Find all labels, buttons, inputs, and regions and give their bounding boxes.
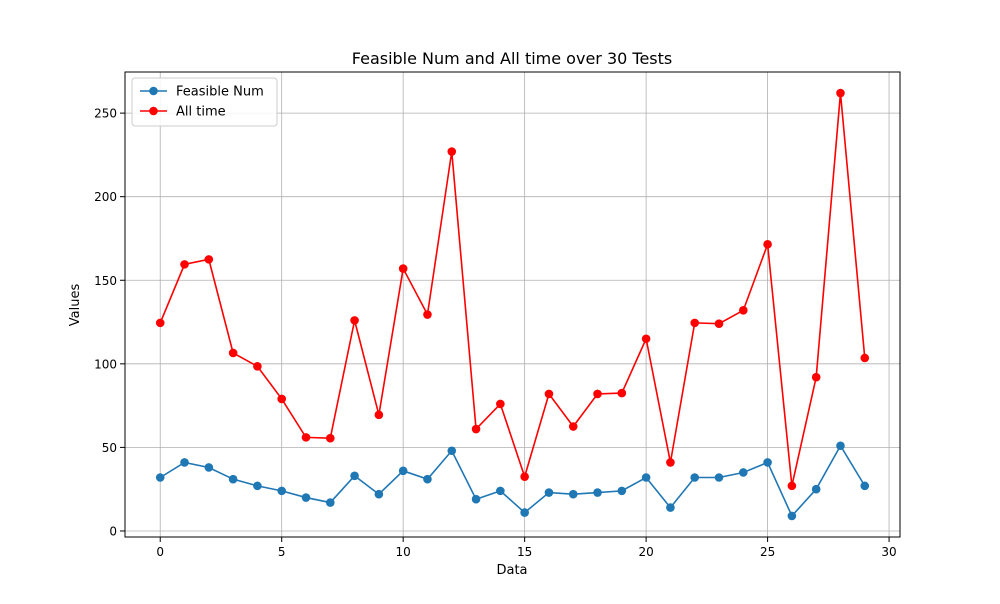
data-point — [568, 489, 578, 499]
data-point — [496, 399, 505, 409]
data-point — [423, 474, 432, 484]
data-point — [714, 473, 724, 482]
data-point — [423, 310, 432, 319]
series-group — [155, 88, 870, 521]
data-point — [204, 255, 214, 264]
legend-label: All time — [176, 105, 226, 120]
data-point — [690, 473, 700, 482]
data-point — [325, 433, 335, 443]
data-point — [787, 511, 797, 521]
legend: Feasible Num All time — [131, 77, 278, 127]
data-point — [617, 486, 627, 496]
x-tick-label: 10 — [396, 545, 411, 559]
data-point — [350, 471, 359, 481]
x-tick-label: 20 — [638, 545, 653, 559]
data-point — [301, 493, 311, 502]
data-point — [520, 472, 529, 481]
legend-label: Feasible Num — [176, 85, 264, 100]
data-point — [738, 306, 748, 315]
data-point — [447, 147, 457, 156]
data-point — [253, 481, 262, 491]
data-point — [447, 446, 457, 456]
data-point — [155, 473, 165, 482]
data-point — [811, 484, 821, 494]
y-tick-label: 250 — [94, 107, 117, 121]
data-point — [763, 458, 772, 467]
data-point — [666, 458, 675, 467]
x-tick-label: 5 — [278, 545, 286, 559]
data-point — [787, 481, 797, 491]
data-point — [641, 473, 651, 482]
data-point — [836, 88, 845, 98]
data-point — [738, 468, 748, 477]
data-point — [690, 318, 700, 328]
plot-frame — [124, 71, 901, 538]
y-axis-label: Values — [68, 284, 83, 327]
data-point — [374, 410, 384, 420]
legend-item: Feasible Num — [140, 85, 264, 100]
y-tick-label: 0 — [109, 524, 117, 538]
data-point — [374, 489, 384, 499]
data-point — [811, 372, 821, 382]
data-point — [228, 474, 238, 484]
axes: 0 5 10 15 20 25 30 0 50 100 150 200 250 — [94, 71, 901, 559]
data-point — [544, 488, 554, 497]
series-line — [159, 92, 866, 487]
data-point — [666, 503, 675, 512]
y-tick-label: 150 — [94, 274, 117, 288]
data-point — [617, 388, 627, 398]
data-point — [763, 240, 772, 249]
legend-swatch-marker — [149, 106, 158, 116]
data-point — [568, 422, 578, 431]
series-0 — [155, 441, 870, 521]
data-point — [301, 433, 311, 442]
chart-title: Feasible Num and All time over 30 Tests — [352, 49, 672, 68]
data-point — [714, 319, 724, 329]
data-point — [325, 498, 335, 507]
data-point — [398, 466, 408, 476]
x-tick-label: 30 — [881, 545, 896, 559]
data-point — [180, 458, 189, 467]
data-point — [593, 488, 602, 497]
data-point — [350, 316, 359, 325]
x-tick-label: 25 — [760, 545, 775, 559]
x-tick-label: 0 — [156, 545, 164, 559]
legend-box — [131, 77, 278, 127]
y-tick-label: 200 — [94, 190, 117, 204]
data-point — [228, 348, 238, 358]
data-point — [520, 508, 529, 517]
data-point — [398, 264, 408, 273]
data-point — [496, 486, 505, 496]
data-point — [593, 389, 602, 399]
data-point — [277, 394, 287, 404]
data-point — [277, 486, 287, 496]
legend-swatch-marker — [149, 86, 158, 96]
data-point — [471, 494, 481, 504]
data-point — [253, 362, 262, 371]
y-tick-label: 100 — [94, 357, 117, 371]
data-point — [180, 260, 189, 269]
y-tick-label: 50 — [102, 441, 117, 455]
data-point — [204, 463, 214, 472]
legend-item: All time — [140, 105, 226, 120]
data-point — [471, 424, 481, 434]
data-point — [155, 318, 165, 328]
data-point — [860, 481, 870, 491]
series-1 — [155, 88, 870, 491]
data-point — [641, 334, 651, 344]
data-point — [860, 353, 870, 363]
data-point — [836, 441, 845, 451]
x-tick-label: 15 — [517, 545, 532, 559]
x-axis-label: Data — [496, 563, 527, 578]
data-point — [544, 389, 554, 399]
